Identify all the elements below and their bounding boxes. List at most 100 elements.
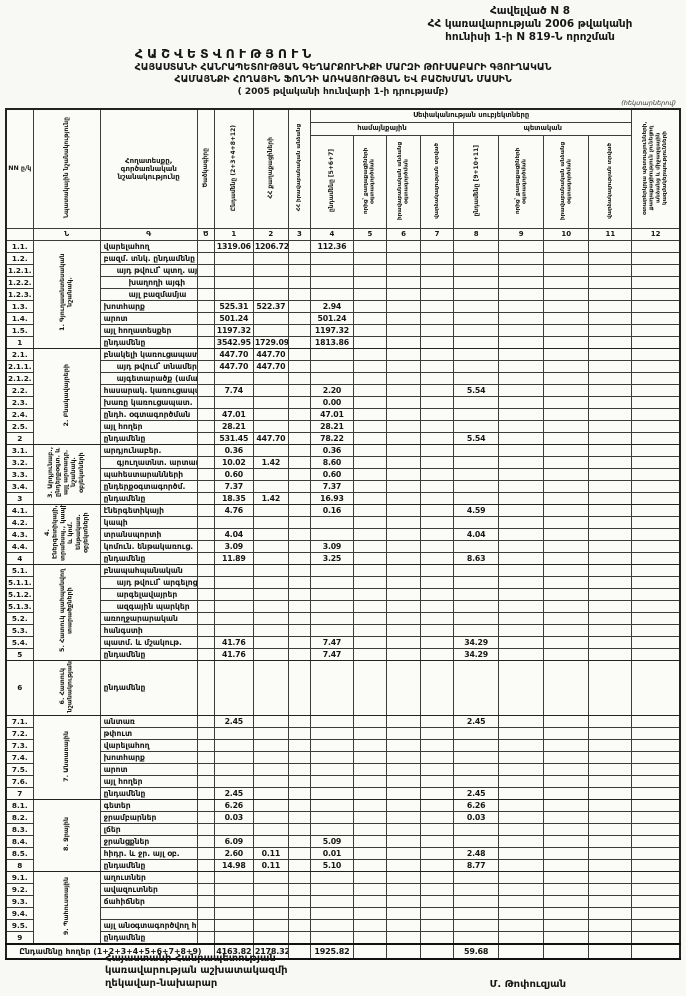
value-cell-c1: [213, 623, 254, 637]
column-number: 8: [453, 227, 500, 241]
value-cell-c12: [631, 563, 681, 577]
column-number: Գ: [99, 227, 198, 241]
value-cell-c2: [252, 647, 289, 661]
value-cell-c8: [453, 775, 500, 789]
value-cell-c4: 0.60: [309, 467, 354, 481]
value-cell-c6: [386, 359, 422, 373]
value-cell-c11: [588, 787, 633, 801]
table-row: 8.5. հիդր. և ջր. այլ օբ. 2.60 0.11 0.01 2.48: [5, 847, 681, 861]
value-cell-c4: [309, 575, 354, 589]
value-cell-c5: [352, 443, 388, 457]
value-cell-c12: [631, 623, 681, 637]
value-cell-c8: [453, 919, 500, 933]
value-cell-c2: 0.11: [252, 847, 289, 861]
value-cell-c1: 4.76: [213, 503, 254, 517]
value-cell-c4: [309, 787, 354, 801]
value-cell-c8: [453, 419, 500, 433]
code-cell: [196, 575, 215, 589]
table-row: 6 6. Հատուկ նշանակության ընդամենը: [5, 659, 681, 717]
code-cell: [196, 371, 215, 385]
row-label-cell: բազմ. տնկ. ընդամենը: [99, 251, 198, 265]
value-cell-c7: [420, 575, 455, 589]
value-cell-c3: [287, 287, 311, 301]
value-cell-c8: [453, 895, 500, 909]
header-code: Ծածկագիրը: [196, 108, 215, 229]
grand-total-c1: 4163.82: [213, 943, 254, 961]
value-cell-c10: [543, 739, 590, 753]
value-cell-c3: [287, 575, 311, 589]
value-cell-c1: [213, 251, 254, 265]
value-cell-c5: [352, 407, 388, 421]
value-cell-c10: [543, 859, 590, 873]
value-cell-c6: [386, 775, 422, 789]
value-cell-c10: [543, 323, 590, 337]
value-cell-c1: [213, 575, 254, 589]
column-number: 3: [287, 227, 311, 241]
row-label-cell: այդ թվում՝ տնամերձ: [99, 359, 198, 373]
table-row: 2.3. խառը կառուցապատ. 0.00: [5, 395, 681, 409]
column-number: Ն: [32, 227, 101, 241]
value-cell-c6: [386, 371, 422, 385]
value-cell-c9: [498, 467, 545, 481]
value-cell-c2: 1.42: [252, 455, 289, 469]
value-cell-c10: [543, 551, 590, 565]
code-cell: [196, 383, 215, 397]
value-cell-c3: [287, 847, 311, 861]
value-cell-c11: [588, 491, 633, 505]
value-cell-c5: [352, 895, 388, 909]
value-cell-c4: 8.60: [309, 455, 354, 469]
value-cell-c2: [252, 419, 289, 433]
value-cell-c3: [287, 371, 311, 385]
table-row: 1.2. բազմ. տնկ. ընդամենը: [5, 251, 681, 265]
value-cell-c7: [420, 751, 455, 765]
row-label-cell: ջրամբարներ: [99, 811, 198, 825]
value-cell-c11: [588, 275, 633, 289]
header-col11: վարձակալության տրված: [588, 134, 633, 229]
value-cell-c6: [386, 751, 422, 765]
value-cell-c6: [386, 563, 422, 577]
signatory-line: Հայաստանի Հանրապետության: [105, 952, 276, 964]
value-cell-c12: [631, 443, 681, 457]
value-cell-c3: [287, 479, 311, 493]
value-cell-c12: [631, 311, 681, 325]
value-cell-c1: 7.74: [213, 383, 254, 397]
row-label-cell: խաղողի այգի: [99, 275, 198, 289]
row-number-cell: 4.1.: [5, 503, 34, 517]
value-cell-c6: [386, 347, 422, 361]
value-cell-c10: [543, 847, 590, 861]
row-label-cell: հիդր. և ջր. այլ օբ.: [99, 847, 198, 861]
value-cell-c10: [543, 647, 590, 661]
value-cell-c3: [287, 455, 311, 469]
value-cell-c5: [352, 263, 388, 277]
value-cell-c1: [213, 895, 254, 909]
grand-total-c12: [631, 943, 681, 961]
value-cell-c4: 3.09: [309, 539, 354, 553]
value-cell-c7: [420, 407, 455, 421]
value-cell-c8: [453, 563, 500, 577]
table-row: 4.4. կոմուն. ենթակառուց. 3.09 3.09: [5, 539, 681, 553]
value-cell-c8: 8.63: [453, 551, 500, 565]
value-cell-c9: [498, 407, 545, 421]
value-cell-c7: [420, 623, 455, 637]
header-col12: օտարերկրյա պետությունների, քաղաքացիությո…: [631, 108, 681, 229]
value-cell-c11: [588, 635, 633, 649]
value-cell-c12: [631, 419, 681, 433]
value-cell-c5: [352, 715, 388, 729]
value-cell-c6: [386, 527, 422, 541]
value-cell-c6: [386, 551, 422, 565]
value-cell-c10: [543, 539, 590, 553]
value-cell-c8: [453, 239, 500, 253]
value-cell-c9: [498, 859, 545, 873]
grand-total-c4: 1925.82: [309, 943, 354, 961]
row-label-cell: ընդամենը: [99, 659, 198, 717]
code-cell: [196, 823, 215, 837]
value-cell-c1: 2.45: [213, 715, 254, 729]
code-cell: [196, 635, 215, 649]
value-cell-c8: [453, 251, 500, 265]
value-cell-c5: [352, 563, 388, 577]
value-cell-c7: [420, 467, 455, 481]
header-col7: վարձակալության տրված: [420, 134, 455, 229]
value-cell-c6: [386, 443, 422, 457]
value-cell-c12: [631, 823, 681, 837]
value-cell-c12: [631, 383, 681, 397]
